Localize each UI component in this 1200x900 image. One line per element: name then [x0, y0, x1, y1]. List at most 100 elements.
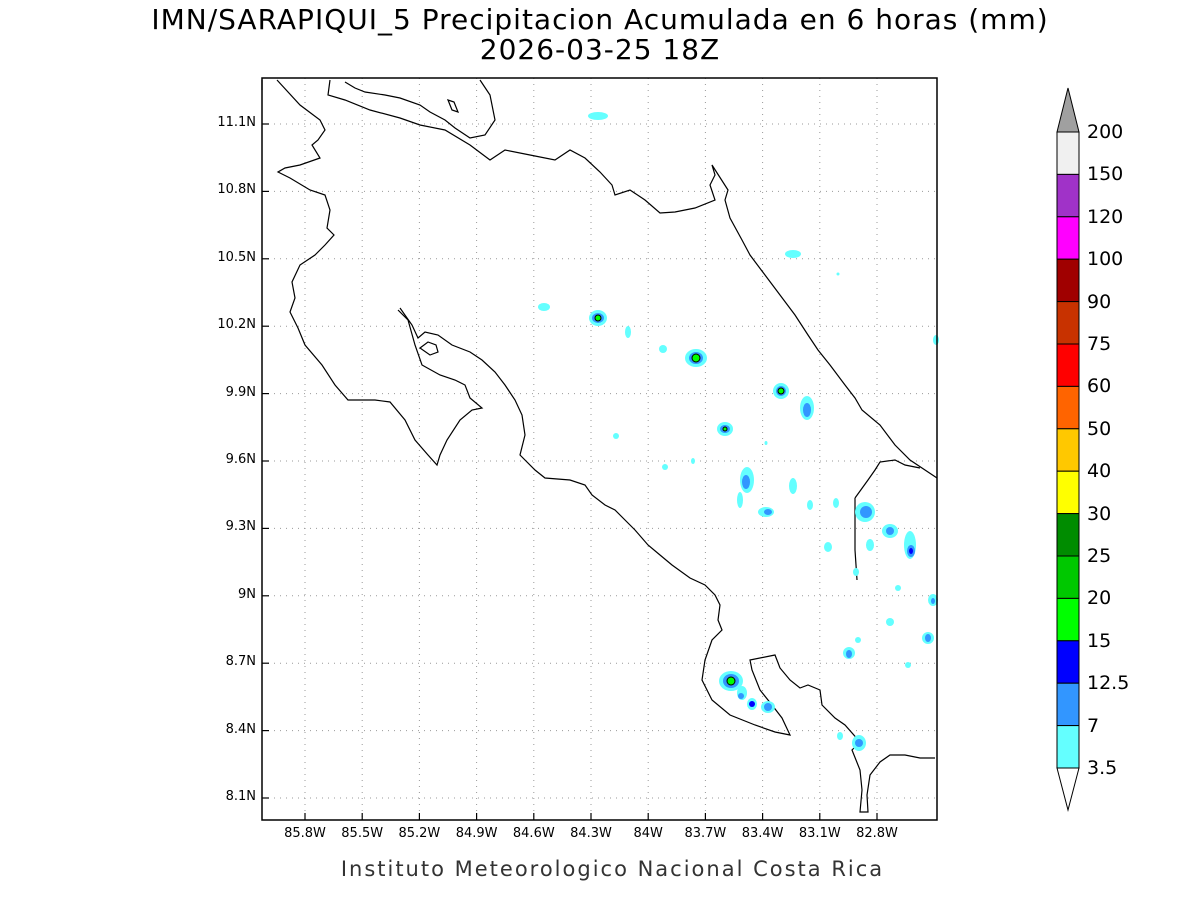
legend-color-box [1056, 258, 1080, 303]
map-grid [262, 78, 937, 820]
latitude-label: 9.3N [225, 519, 256, 535]
legend-value-label: 60 [1087, 375, 1112, 398]
latitude-label: 8.4N [225, 721, 256, 737]
legend-color-box [1056, 131, 1080, 175]
longitude-label: 84.6W [512, 826, 555, 841]
longitude-label: 84W [633, 826, 663, 841]
longitude-label: 85.2W [398, 826, 441, 841]
precip-cell [895, 585, 901, 591]
precip-cell [764, 441, 768, 445]
longitude-label: 85.8W [284, 826, 326, 841]
legend-colorbar [1056, 87, 1080, 812]
longitude-label: 83.1W [798, 826, 841, 841]
legend-color-box [1056, 597, 1080, 642]
latitude-label: 11.1N [217, 115, 256, 130]
longitude-label: 83.7W [684, 826, 727, 841]
legend-value-label: 25 [1087, 545, 1112, 567]
caribbean-coastline [327, 79, 938, 479]
map-title: IMN/SARAPIQUI_5 Precipitacion Acumulada … [151, 3, 1049, 36]
legend-color-box [1056, 640, 1080, 684]
precip-cell [726, 676, 736, 686]
precip-cell [807, 500, 813, 510]
nicoya-gulf-shore [399, 307, 935, 813]
precip-cell [785, 250, 801, 258]
precip-cell [764, 509, 772, 515]
longitude-label: 85.5W [341, 826, 384, 841]
longitude-label: 84.3W [570, 826, 612, 841]
legend-value-label: 7 [1087, 714, 1100, 737]
legend-value-label: 90 [1087, 290, 1112, 313]
latitude-label: 9.6N [225, 452, 256, 467]
precip-cell [855, 637, 861, 643]
precip-cell [853, 568, 859, 576]
legend-value-label: 20 [1087, 587, 1112, 610]
precip-cell [833, 498, 839, 508]
latitude-label: 10.2N [217, 317, 256, 333]
precip-cell [925, 634, 931, 642]
latitude-label: 10.8N [217, 182, 256, 198]
precipitation-cells [538, 112, 939, 751]
gulf-island [418, 341, 439, 356]
legend-value-label: 50 [1087, 417, 1112, 440]
precip-cell [594, 314, 602, 322]
precip-cell [588, 112, 608, 120]
precip-cell [886, 618, 894, 626]
precip-cell [777, 387, 785, 395]
precip-cell [886, 527, 894, 535]
precip-cell [764, 703, 772, 711]
longitude-label: 84.9W [455, 826, 498, 841]
legend-color-box [1056, 343, 1080, 387]
longitude-label: 82.8W [856, 826, 898, 841]
precip-cell [846, 650, 852, 658]
legend-color-box [1056, 470, 1080, 515]
map-subtitle-date: 2026-03-25 18Z [479, 33, 721, 66]
coastlines [261, 79, 938, 813]
footer-credit: Instituto Meteorologico Nacional Costa R… [340, 857, 885, 881]
precip-cell [738, 693, 744, 699]
precip-cell [931, 598, 935, 604]
longitude-label: 83.4W [741, 826, 784, 841]
precip-cell [691, 353, 701, 363]
latitude-label: 10.5N [217, 249, 256, 265]
northern-shore [261, 79, 496, 139]
legend-value-label: 100 [1087, 248, 1124, 271]
legend-value-label: 75 [1087, 333, 1112, 355]
precip-cell [662, 464, 668, 470]
legend-color-box [1056, 555, 1080, 599]
precip-cell [803, 403, 811, 417]
precip-cell [625, 326, 631, 338]
legend-value-label: 3.5 [1087, 757, 1118, 779]
precip-cell [789, 478, 797, 494]
precip-cell [837, 732, 843, 740]
precip-cell [905, 662, 911, 668]
legend-color-box [1056, 173, 1080, 218]
precip-cell [824, 542, 832, 552]
precip-cell [836, 272, 840, 276]
legend-bottom-arrow [1056, 767, 1080, 812]
precip-cell [749, 701, 755, 707]
map-frame [261, 77, 938, 821]
precip-cell [659, 345, 667, 353]
precip-cell [737, 492, 743, 508]
legend-color-box [1056, 682, 1080, 727]
precip-cell [855, 739, 863, 747]
precip-cell [933, 335, 939, 345]
legend-color-box [1056, 428, 1080, 472]
lake-island [446, 99, 460, 113]
legend-value-label: 15 [1087, 629, 1112, 652]
legend-value-label: 200 [1087, 121, 1124, 143]
legend-color-box [1056, 513, 1080, 557]
precip-cell [538, 303, 550, 311]
precip-cell [860, 506, 872, 518]
precip-cell [909, 548, 913, 554]
precip-cell [613, 433, 619, 439]
axis-ticks [262, 123, 878, 820]
precip-cell [691, 458, 695, 464]
legend-color-box [1056, 385, 1080, 430]
latitude-label: 8.1N [225, 789, 256, 804]
latitude-label: 8.7N [225, 654, 256, 670]
precip-cell [742, 475, 750, 489]
precip-cell [722, 426, 728, 432]
legend-value-label: 12.5 [1087, 672, 1130, 695]
legend-value-label: 40 [1087, 460, 1112, 483]
